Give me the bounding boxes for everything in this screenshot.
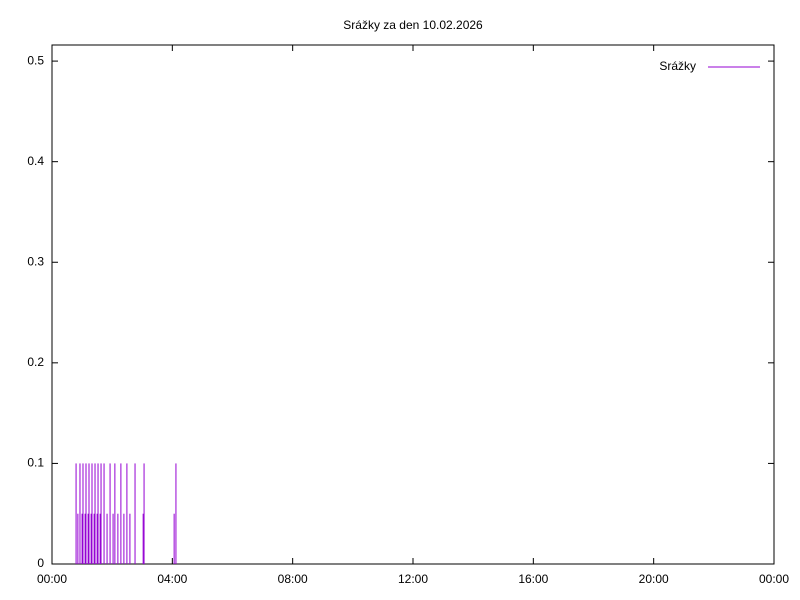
y-tick-label: 0.4 bbox=[27, 154, 44, 168]
x-tick-label: 08:00 bbox=[278, 572, 308, 586]
y-tick-label: 0.5 bbox=[27, 53, 44, 67]
y-tick-label: 0 bbox=[37, 556, 44, 570]
x-tick-label: 16:00 bbox=[518, 572, 548, 586]
y-tick-label: 0.2 bbox=[27, 355, 44, 369]
x-tick-label: 00:00 bbox=[37, 572, 67, 586]
y-tick-label: 0.3 bbox=[27, 254, 44, 268]
x-tick-label: 20:00 bbox=[639, 572, 669, 586]
y-tick-label: 0.1 bbox=[27, 456, 44, 470]
x-tick-label: 04:00 bbox=[157, 572, 187, 586]
chart-title: Srážky za den 10.02.2026 bbox=[343, 18, 483, 32]
legend-label: Srážky bbox=[659, 59, 696, 73]
x-tick-label: 12:00 bbox=[398, 572, 428, 586]
x-tick-label: 00:00 bbox=[759, 572, 789, 586]
